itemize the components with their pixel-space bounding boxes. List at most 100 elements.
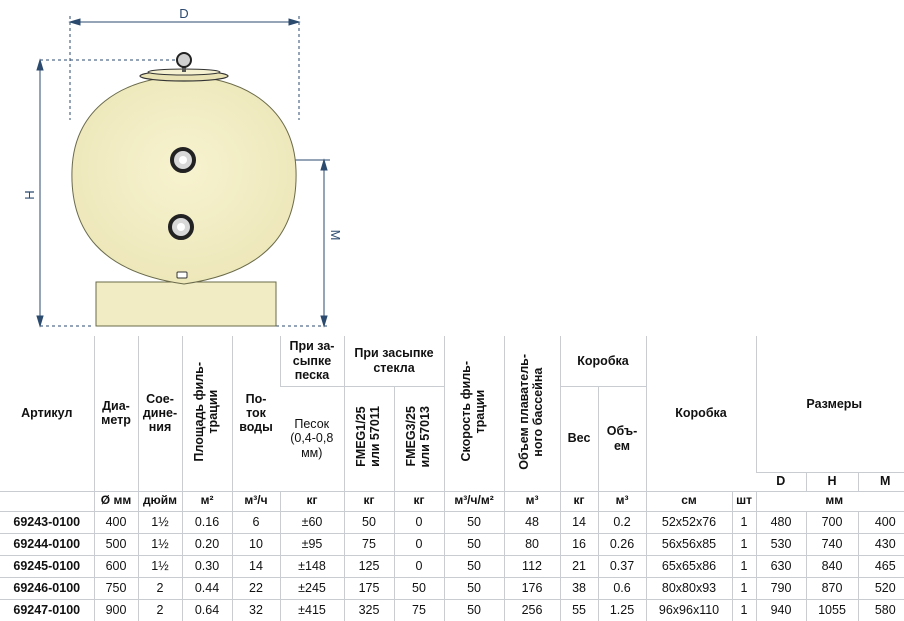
cell: 52x52x76 <box>645 510 733 533</box>
header-connection: Сое- дине- ния <box>137 336 182 491</box>
cell: 0 <box>393 532 445 555</box>
lower-port-icon <box>168 214 194 240</box>
header-size-m: M <box>857 471 904 491</box>
cell: 69245-0100 <box>0 554 94 577</box>
cell: 750 <box>93 576 138 599</box>
cell: 50 <box>443 532 505 555</box>
dimension-h-label: H <box>22 190 37 199</box>
cell: 520 <box>857 576 904 599</box>
filter-tank-drawing: D H M <box>22 6 343 328</box>
unit-sizes: мм <box>755 490 904 512</box>
cell: 22 <box>231 576 280 599</box>
header-pool-volume: Объем плаватель- ного бассейна <box>503 336 561 491</box>
dimension-d <box>68 16 301 120</box>
cell: 500 <box>93 532 138 555</box>
dimension-h <box>36 58 180 328</box>
cell: 0.26 <box>597 532 647 555</box>
table-row: 69244-0100 500 1½ 0.20 10 ±95 75 0 50 80 16 0.26 56x… <box>0 532 904 555</box>
cell: 176 <box>503 576 561 599</box>
cell: 1 <box>731 510 757 533</box>
cell: 630 <box>755 554 807 577</box>
header-speed: Скорость филь- трации <box>443 336 505 491</box>
cell: 80x80x93 <box>645 576 733 599</box>
cell: 0.44 <box>181 576 232 599</box>
header-box-volume: Объ- ем <box>597 386 647 491</box>
cell: 0 <box>393 510 445 533</box>
cell: 80 <box>503 532 561 555</box>
cell: 50 <box>443 576 505 599</box>
cell: 790 <box>755 576 807 599</box>
cell: 50 <box>443 554 505 577</box>
cell: 50 <box>393 576 445 599</box>
cell: 400 <box>93 510 138 533</box>
cell: 0.16 <box>181 510 232 533</box>
cell: 0.37 <box>597 554 647 577</box>
cell: 14 <box>559 510 599 533</box>
cell: 740 <box>805 532 859 555</box>
cell: 14 <box>231 554 280 577</box>
unit-sand: кг <box>279 490 344 512</box>
header-glass-group: При засыпке стекла <box>343 336 445 387</box>
header-article: Артикул <box>21 406 73 421</box>
cell: 480 <box>755 510 807 533</box>
header-sand: Песок (0,4-0,8 мм) <box>290 416 334 460</box>
header-diameter: Диа- метр <box>93 336 138 491</box>
cell: 1½ <box>137 554 182 577</box>
cell: 530 <box>755 532 807 555</box>
tank-base <box>95 281 277 327</box>
pressure-gauge-icon <box>176 52 192 72</box>
cell: 600 <box>93 554 138 577</box>
cell: 465 <box>857 554 904 577</box>
header-size-d: D <box>756 471 807 491</box>
cell: 38 <box>559 576 599 599</box>
header-flow: По- ток воды <box>231 336 280 491</box>
cell: 0 <box>393 554 445 577</box>
cell: 69246-0100 <box>0 576 94 599</box>
cell: 125 <box>343 554 394 577</box>
cell: ±95 <box>279 532 344 555</box>
drain-icon <box>176 271 188 279</box>
specification-table: Артикул Диа- метр Сое- дине- ния Площадь… <box>0 336 904 621</box>
cell: 10 <box>231 532 280 555</box>
cell: 56x56x85 <box>645 532 733 555</box>
header-speed-text: Скорость филь- трации <box>459 361 488 462</box>
cell: 1 <box>731 532 757 555</box>
cell: 21 <box>559 554 599 577</box>
cell: 69244-0100 <box>0 532 94 555</box>
cell: 50 <box>343 510 394 533</box>
dimension-d-label: D <box>179 6 188 21</box>
cell: 48 <box>503 510 561 533</box>
cell: ±245 <box>279 576 344 599</box>
cell: ±148 <box>279 554 344 577</box>
cell: 6 <box>231 510 280 533</box>
unit-box-size: см <box>645 490 733 512</box>
unit-weight: кг <box>559 490 599 512</box>
cell: 69243-0100 <box>0 510 94 533</box>
cell: 0.20 <box>181 532 232 555</box>
header-weight: Вес <box>559 386 599 491</box>
cell: 75 <box>343 532 394 555</box>
header-area: Площадь филь- трации <box>181 336 232 491</box>
table-row: 69246-0100 750 2 0.44 22 ±245 175 50 50 176 38 0.6 8… <box>0 576 904 599</box>
header-pool-volume-text: Объем плаватель- ного бассейна <box>517 353 546 470</box>
cell: 870 <box>805 576 859 599</box>
dimension-m-label: M <box>328 230 343 241</box>
cell: 1 <box>731 554 757 577</box>
header-fmeg3-text: FMEG3/25 или 57013 <box>404 406 432 468</box>
unit-diameter: Ø мм <box>93 490 138 512</box>
unit-box-volume: м³ <box>597 490 647 512</box>
header-box-group: Коробка <box>559 336 647 387</box>
cell: 430 <box>857 532 904 555</box>
cell: 1½ <box>137 510 182 533</box>
cell: 112 <box>503 554 561 577</box>
header-sand-group: При за- сыпке песка <box>279 336 344 387</box>
header-area-text: Площадь филь- трации <box>192 361 220 462</box>
unit-fmeg1: кг <box>343 490 394 512</box>
table-row: 69245-0100 600 1½ 0.30 14 ±148 125 0 50 112 21 0.37… <box>0 554 904 577</box>
unit-fmeg3: кг <box>393 490 445 512</box>
unit-area: м² <box>181 490 232 512</box>
table-row: 69243-0100 400 1½ 0.16 6 ±60 50 0 50 48 14 0.2 52x52… <box>0 510 904 533</box>
unit-pool-volume: м³ <box>503 490 561 512</box>
unit-connection: дюйм <box>137 490 182 512</box>
cell: 400 <box>857 510 904 533</box>
